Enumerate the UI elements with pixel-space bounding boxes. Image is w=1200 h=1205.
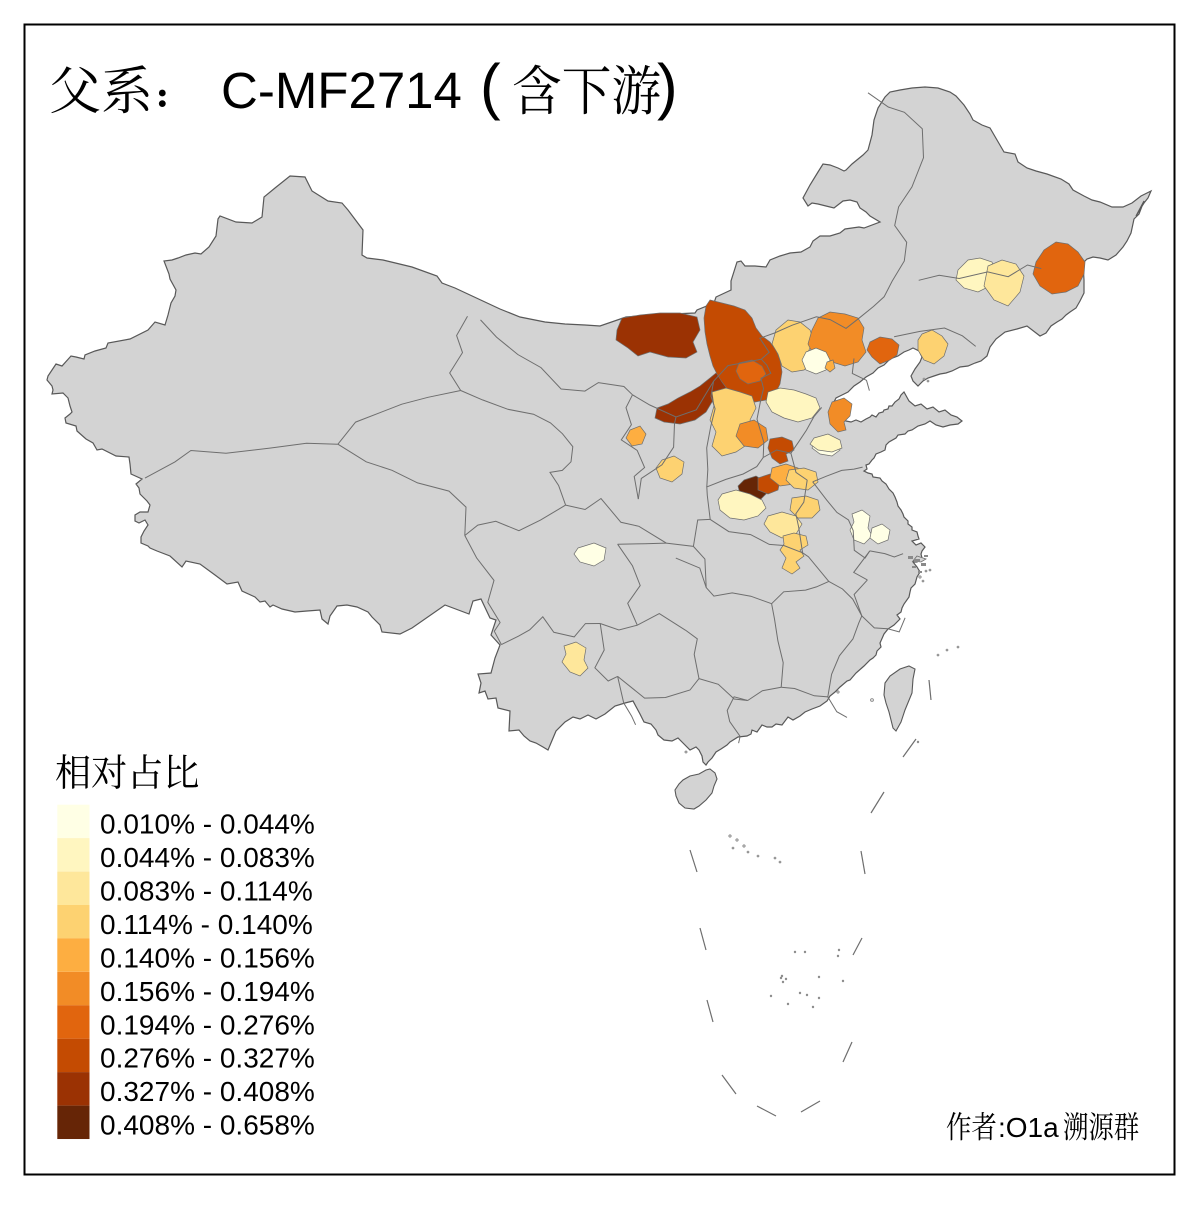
svg-text:0.194% - 0.276%: 0.194% - 0.276% xyxy=(100,1009,315,1040)
svg-text::O1a: :O1a xyxy=(998,1112,1059,1143)
svg-text:0.114% - 0.140%: 0.114% - 0.140% xyxy=(100,909,313,940)
svg-text:(: ( xyxy=(480,53,501,122)
svg-text:C-MF2714: C-MF2714 xyxy=(221,62,462,119)
svg-text:0.276% - 0.327%: 0.276% - 0.327% xyxy=(100,1043,315,1074)
svg-text:0.408% - 0.658%: 0.408% - 0.658% xyxy=(100,1110,315,1141)
svg-text:): ) xyxy=(657,53,678,122)
svg-text:0.044% - 0.083%: 0.044% - 0.083% xyxy=(100,842,315,873)
svg-text:0.327% - 0.408%: 0.327% - 0.408% xyxy=(100,1076,315,1107)
svg-text:0.156% - 0.194%: 0.156% - 0.194% xyxy=(100,976,315,1007)
svg-text:0.140% - 0.156%: 0.140% - 0.156% xyxy=(100,942,315,973)
svg-text:0.010% - 0.044%: 0.010% - 0.044% xyxy=(100,809,315,840)
svg-text:0.083% - 0.114%: 0.083% - 0.114% xyxy=(100,876,313,907)
